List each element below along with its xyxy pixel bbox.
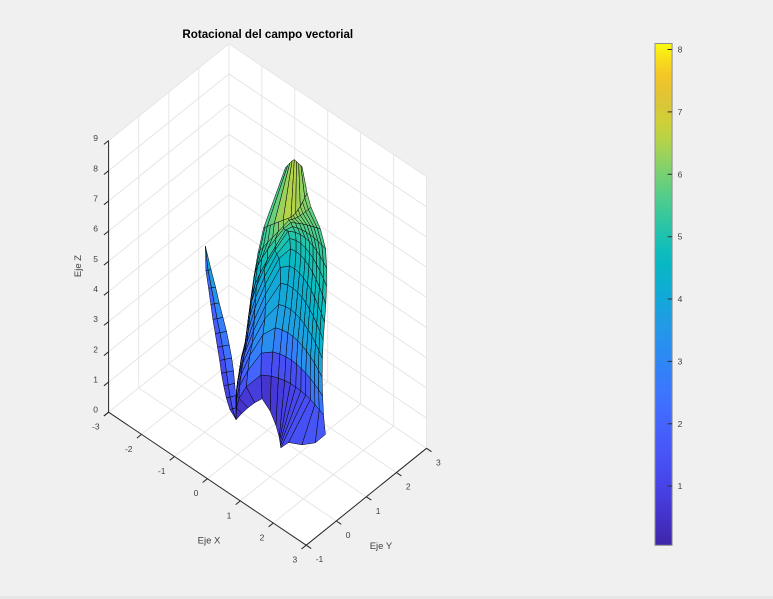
svg-text:6: 6 <box>93 224 98 234</box>
svg-text:6: 6 <box>678 169 683 179</box>
svg-text:3: 3 <box>292 555 297 565</box>
svg-text:0: 0 <box>194 488 199 498</box>
svg-text:4: 4 <box>678 294 683 304</box>
svg-text:Rotacional del campo vectorial: Rotacional del campo vectorial <box>182 28 353 41</box>
svg-text:5: 5 <box>93 254 98 264</box>
svg-text:2: 2 <box>406 482 411 492</box>
svg-text:3: 3 <box>436 457 441 467</box>
svg-text:1: 1 <box>678 481 683 491</box>
svg-text:9: 9 <box>93 133 98 143</box>
svg-text:Eje Z: Eje Z <box>73 255 84 277</box>
svg-text:-2: -2 <box>125 444 133 454</box>
svg-text:-3: -3 <box>92 422 100 432</box>
svg-text:8: 8 <box>678 45 683 55</box>
svg-text:3: 3 <box>93 314 98 324</box>
svg-text:8: 8 <box>93 163 98 173</box>
svg-text:7: 7 <box>678 107 683 117</box>
svg-text:2: 2 <box>678 419 683 429</box>
svg-text:4: 4 <box>93 284 98 294</box>
svg-text:0: 0 <box>93 405 98 415</box>
svg-text:1: 1 <box>227 510 232 520</box>
svg-text:-1: -1 <box>316 554 324 564</box>
svg-text:1: 1 <box>93 375 98 385</box>
svg-text:7: 7 <box>93 194 98 204</box>
svg-text:3: 3 <box>678 356 683 366</box>
svg-text:0: 0 <box>346 530 351 540</box>
svg-text:2: 2 <box>260 533 265 543</box>
svg-text:Eje X: Eje X <box>198 536 221 547</box>
svg-text:Eje Y: Eje Y <box>370 541 393 552</box>
svg-text:5: 5 <box>678 232 683 242</box>
svg-text:2: 2 <box>93 344 98 354</box>
svg-text:1: 1 <box>376 506 381 516</box>
svg-text:-1: -1 <box>158 466 166 476</box>
